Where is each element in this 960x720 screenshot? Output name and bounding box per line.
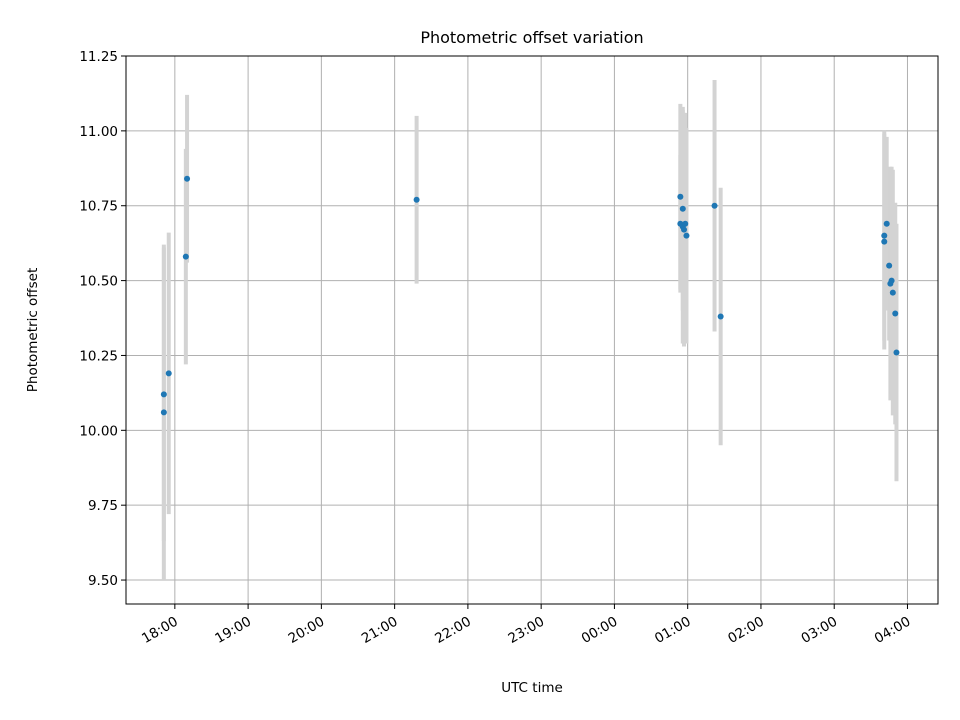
y-tick-label: 10.00 [79, 423, 118, 439]
tick-layer: 18:00 19:00 20:00 21:00 22:00 23:00 00:00 01:00… [79, 49, 913, 647]
grid-layer [126, 55, 938, 604]
data-point [881, 238, 888, 245]
y-tick-label: 10.25 [79, 348, 118, 364]
y-tick-label: 9.50 [88, 573, 118, 589]
data-point [681, 226, 688, 233]
data-point [893, 349, 900, 356]
y-tick-label: 11.25 [79, 49, 118, 65]
x-axis-label: UTC time [501, 680, 563, 696]
data-point [679, 205, 686, 212]
data-point [889, 289, 896, 296]
plot-frame [125, 55, 939, 605]
data-point [160, 409, 167, 416]
x-tick-label: 19:00 [212, 614, 254, 647]
y-tick-label: 10.75 [79, 199, 118, 215]
y-tick-label: 11.00 [79, 124, 118, 140]
y-tick-label: 9.75 [88, 498, 118, 514]
data-point [683, 232, 690, 239]
x-tick-label: 02:00 [725, 614, 767, 647]
chart-title: Photometric offset variation [420, 28, 643, 47]
x-tick-label: 03:00 [799, 614, 841, 647]
data-point [165, 370, 172, 377]
data-point [182, 253, 189, 260]
data-point [184, 175, 191, 182]
data-point [881, 232, 888, 239]
y-axis-label: Photometric offset [25, 268, 41, 392]
x-tick-label: 01:00 [652, 614, 694, 647]
data-point [682, 220, 689, 227]
x-tick-label: 22:00 [432, 614, 474, 647]
x-tick-label: 18:00 [139, 614, 181, 647]
x-tick-label: 00:00 [579, 614, 621, 647]
data-point [413, 196, 420, 203]
data-point [886, 262, 893, 269]
data-point [888, 277, 895, 284]
x-tick-label: 04:00 [872, 614, 914, 647]
data-point [160, 391, 167, 398]
data-point [717, 313, 724, 320]
data-point [883, 220, 890, 227]
data-point [892, 310, 899, 317]
x-tick-label: 21:00 [359, 614, 401, 647]
x-tick-label: 23:00 [505, 614, 547, 647]
data-point [677, 193, 684, 200]
point-layer [160, 175, 900, 416]
data-point [711, 202, 718, 209]
y-tick-label: 10.50 [79, 274, 118, 290]
x-tick-label: 20:00 [286, 614, 328, 647]
